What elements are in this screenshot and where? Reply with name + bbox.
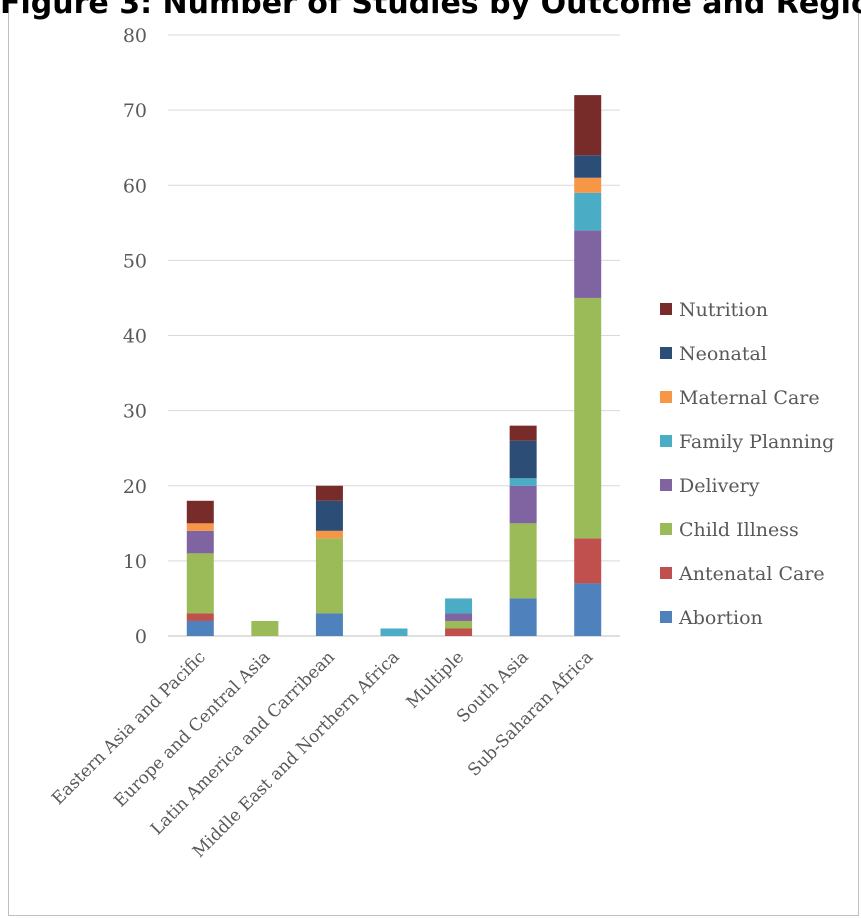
legend-swatch [660,479,672,491]
legend-swatch [660,303,672,315]
bar-segment [315,500,343,531]
legend-swatch [660,567,672,579]
bar-segment [186,613,214,621]
bar-segment [574,177,602,193]
bar-segment [315,613,343,636]
gridlines [168,34,620,637]
legend-label: Maternal Care [679,387,820,409]
bar-segment [445,628,473,636]
bar-segment [574,538,602,584]
legend-swatch [660,523,672,535]
bar-segment [509,425,537,441]
chart-frame [8,0,859,916]
bar-segment [445,620,473,629]
legend-label: Delivery [679,475,760,497]
bar-segment [509,478,537,486]
legend-label: Antenatal Care [678,563,825,585]
bar-segment [315,538,343,614]
y-tick-label: 60 [123,175,147,197]
bar-segment [574,192,602,231]
y-axis-ticks: 0 10 20 30 40 50 60 70 80 [123,25,147,648]
y-tick-label: 20 [123,476,147,498]
bar-segment [445,598,473,614]
bar-segment [574,230,602,298]
y-tick-label: 50 [123,250,147,272]
legend-label: Family Planning [679,431,834,453]
bar-segment [509,440,537,479]
bar-segment [574,95,602,156]
bar-segment [186,523,214,531]
legend-label: Child Illness [679,519,799,541]
legend-label: Neonatal [679,343,767,365]
x-category-label: Sub-Saharan Africa [464,647,597,780]
y-tick-label: 30 [123,401,147,423]
y-tick-label: 70 [123,100,147,122]
bar-segment [251,620,279,636]
bar-segment [315,530,343,539]
bar-segment [574,297,602,539]
legend-label: Nutrition [679,299,768,321]
x-category-label: Multiple [403,647,468,712]
bar-segment [186,530,214,554]
y-tick-label: 80 [123,25,147,47]
bar-segment [509,598,537,636]
bar-segment [509,485,537,524]
legend-label: Abortion [678,607,763,629]
bar-segment [574,583,602,636]
legend-swatch [660,435,672,447]
bar-segments [186,95,602,636]
legend-swatch [660,611,672,623]
legend-swatch [660,347,672,359]
figure-title: Figure 3: Number of Studies by Outcome a… [0,0,861,21]
bar-segment [315,485,343,501]
y-tick-label: 0 [135,626,147,648]
bar-segment [574,155,602,178]
bar-segment [186,500,214,524]
legend-swatch [660,391,672,403]
bar-segment [186,620,214,636]
bar-segment [509,523,537,599]
bar-segment [186,553,214,614]
y-tick-label: 40 [123,326,147,348]
y-tick-label: 10 [123,551,147,573]
bar-segment [380,628,408,636]
bar-segment [445,613,473,621]
legend: Nutrition Neonatal Maternal Care Family Pla… [660,299,834,629]
